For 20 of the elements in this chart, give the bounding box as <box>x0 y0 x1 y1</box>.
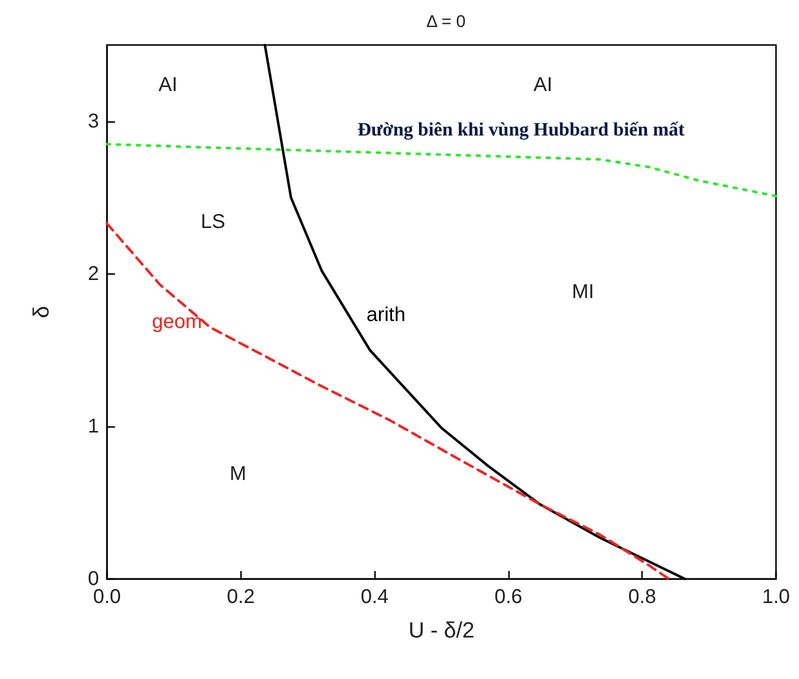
y-tick-label: 1 <box>88 415 99 438</box>
series-label: geom <box>152 311 202 333</box>
annotation: MI <box>572 281 594 303</box>
annotation: M <box>230 463 246 485</box>
x-tick-label: 0.4 <box>360 586 389 608</box>
y-tick-label: 2 <box>88 262 99 285</box>
chart-title: Δ = 0 <box>426 12 466 31</box>
annotation: AI <box>534 74 552 96</box>
line-series <box>106 142 778 198</box>
y-tick-label: 3 <box>88 110 99 132</box>
series-label: arith <box>366 304 406 326</box>
x-tick-label: 0.2 <box>226 586 255 608</box>
x-tick-label: 1.0 <box>762 586 790 608</box>
annotation: AI <box>158 74 178 96</box>
x-axis-title: U - δ/2 <box>408 618 475 642</box>
x-tick-label: 0.8 <box>628 586 656 608</box>
y-axis-title: δ <box>28 306 54 318</box>
series-label: Đường biên khi vùng Hubbard biến mất <box>357 120 686 140</box>
annotation: LS <box>200 211 226 233</box>
x-tick-label: 0.6 <box>494 586 522 608</box>
